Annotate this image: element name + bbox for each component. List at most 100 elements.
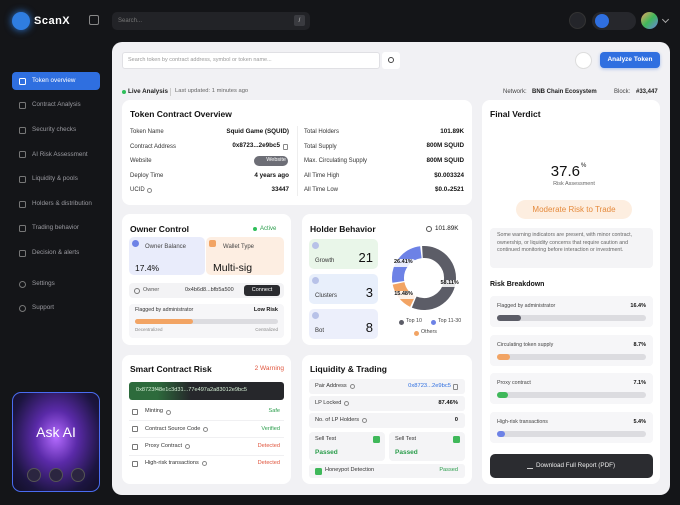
token-search[interactable] [122,52,380,69]
check-icon [132,460,138,467]
divider [129,420,284,421]
analyze-button[interactable] [600,52,660,68]
legend-swatch [399,319,404,325]
honeypot-row [309,464,465,478]
nav-item[interactable]: Token overview [32,76,76,84]
wallet-box [206,237,284,275]
centralization-track [135,319,278,324]
nav-item[interactable]: Holders & distribution [32,199,92,207]
field-value: 33447 [271,186,289,194]
check-icon [132,443,138,450]
copy-icon[interactable] [453,383,458,390]
breakdown-label: Flagged by administrator [497,303,556,310]
divider [297,126,298,196]
breakdown-track [497,353,646,360]
info-icon [203,426,209,432]
breakdown-label: High-risk transactions [497,418,548,425]
field-value: $0.0₂2521 [434,186,464,194]
flag-label: Flagged by administrator [135,307,194,314]
test-check [453,436,460,443]
live-dot [122,90,126,94]
liquidity-row [309,413,465,428]
owner-address: 0x4b6d8...bfb5a500 [185,287,234,294]
breakdown-box [490,411,653,443]
flag-level: Low Risk [253,307,278,314]
contract-address: 0x8723f48e1c3d31...77e497a2a83012e9bc5 [136,387,248,394]
breakdown-box [490,373,653,404]
nav-item[interactable]: AI Risk Assessment [32,150,88,158]
field-label: Token Name [130,129,164,135]
score-label: Risk Assessment [553,181,595,188]
stat-value: 21 [358,249,373,265]
divider [129,437,284,439]
description: Some warning indicators are present, wit… [497,232,633,254]
notifications[interactable] [569,12,586,29]
connect-button[interactable] [244,285,280,296]
ask-ai-action[interactable] [71,468,85,482]
breakdown-fill [497,315,522,321]
connect-label: Connect [251,287,273,294]
test-check [373,436,380,443]
breakdown-value: 8.7% [633,341,646,348]
avatar[interactable] [641,12,658,29]
website-button[interactable] [254,156,288,167]
ask-ai-action[interactable] [27,468,41,482]
stat-box [309,309,378,339]
nav-item[interactable]: Settings [32,279,55,287]
breakdown-track [497,392,646,398]
owner-label: Owner [143,287,160,294]
check-label: Contract Source Code [145,425,201,432]
nav-item[interactable]: Trading behavior [32,224,80,232]
nav-item[interactable]: Support [32,304,55,312]
network-label: Network: [503,89,527,95]
nav-icon [19,151,26,159]
nav-item[interactable]: Contract Analysis [32,101,81,109]
holders-icon [426,226,432,232]
honeypot-label: Honeypot Detection [325,467,375,474]
check-status: Detected [257,460,280,467]
test-box [389,432,465,461]
legend-swatch [431,319,436,325]
score-value: 37.6 [550,162,580,180]
verdict-badge [516,200,632,219]
field-label: Max. Circulating Supply [304,158,368,165]
description-box [490,228,653,268]
info-icon [362,418,368,423]
honeypot-check [315,467,322,475]
breakdown-fill [497,353,510,360]
nav-item[interactable]: Decision & alerts [32,249,80,257]
field-value: 0x8723...2e9bc5 [232,142,280,150]
sidebar-toggle[interactable] [89,15,99,25]
download-button[interactable] [490,454,653,478]
logo [12,12,30,30]
field-label: Deploy Time [130,172,164,179]
info-icon [185,444,190,450]
card-title: Smart Contract Risk [130,363,212,374]
divider [170,88,171,96]
breakdown-fill [497,430,506,437]
liquidity-label: Pair Address [315,382,347,389]
nav-item[interactable]: Security checks [32,126,77,134]
nav-icon [19,175,26,183]
copy-icon[interactable] [283,143,288,150]
ask-ai-action[interactable] [49,468,63,482]
theme-dark [595,14,609,28]
menu-chevron[interactable] [661,15,670,24]
honeypot-status: Passed [439,467,458,474]
refresh-button[interactable] [575,52,592,69]
test-box [309,432,385,461]
contract-address-bar [129,382,284,400]
info-icon [201,461,207,467]
download-icon [527,462,533,469]
check-status: Safe [268,408,280,415]
global-search[interactable] [112,12,310,30]
live-label: Live Analysis [128,87,169,95]
holders-count: 101.89K [435,224,459,232]
nav-item[interactable]: Liquidity & pools [32,175,78,183]
info-icon [344,401,350,406]
breakdown-label: Circulating token supply [497,341,554,348]
last-updated: Last updated: 1 minutes ago [175,88,249,95]
card-title: Token Contract Overview [130,108,232,119]
check-icon [132,409,138,415]
